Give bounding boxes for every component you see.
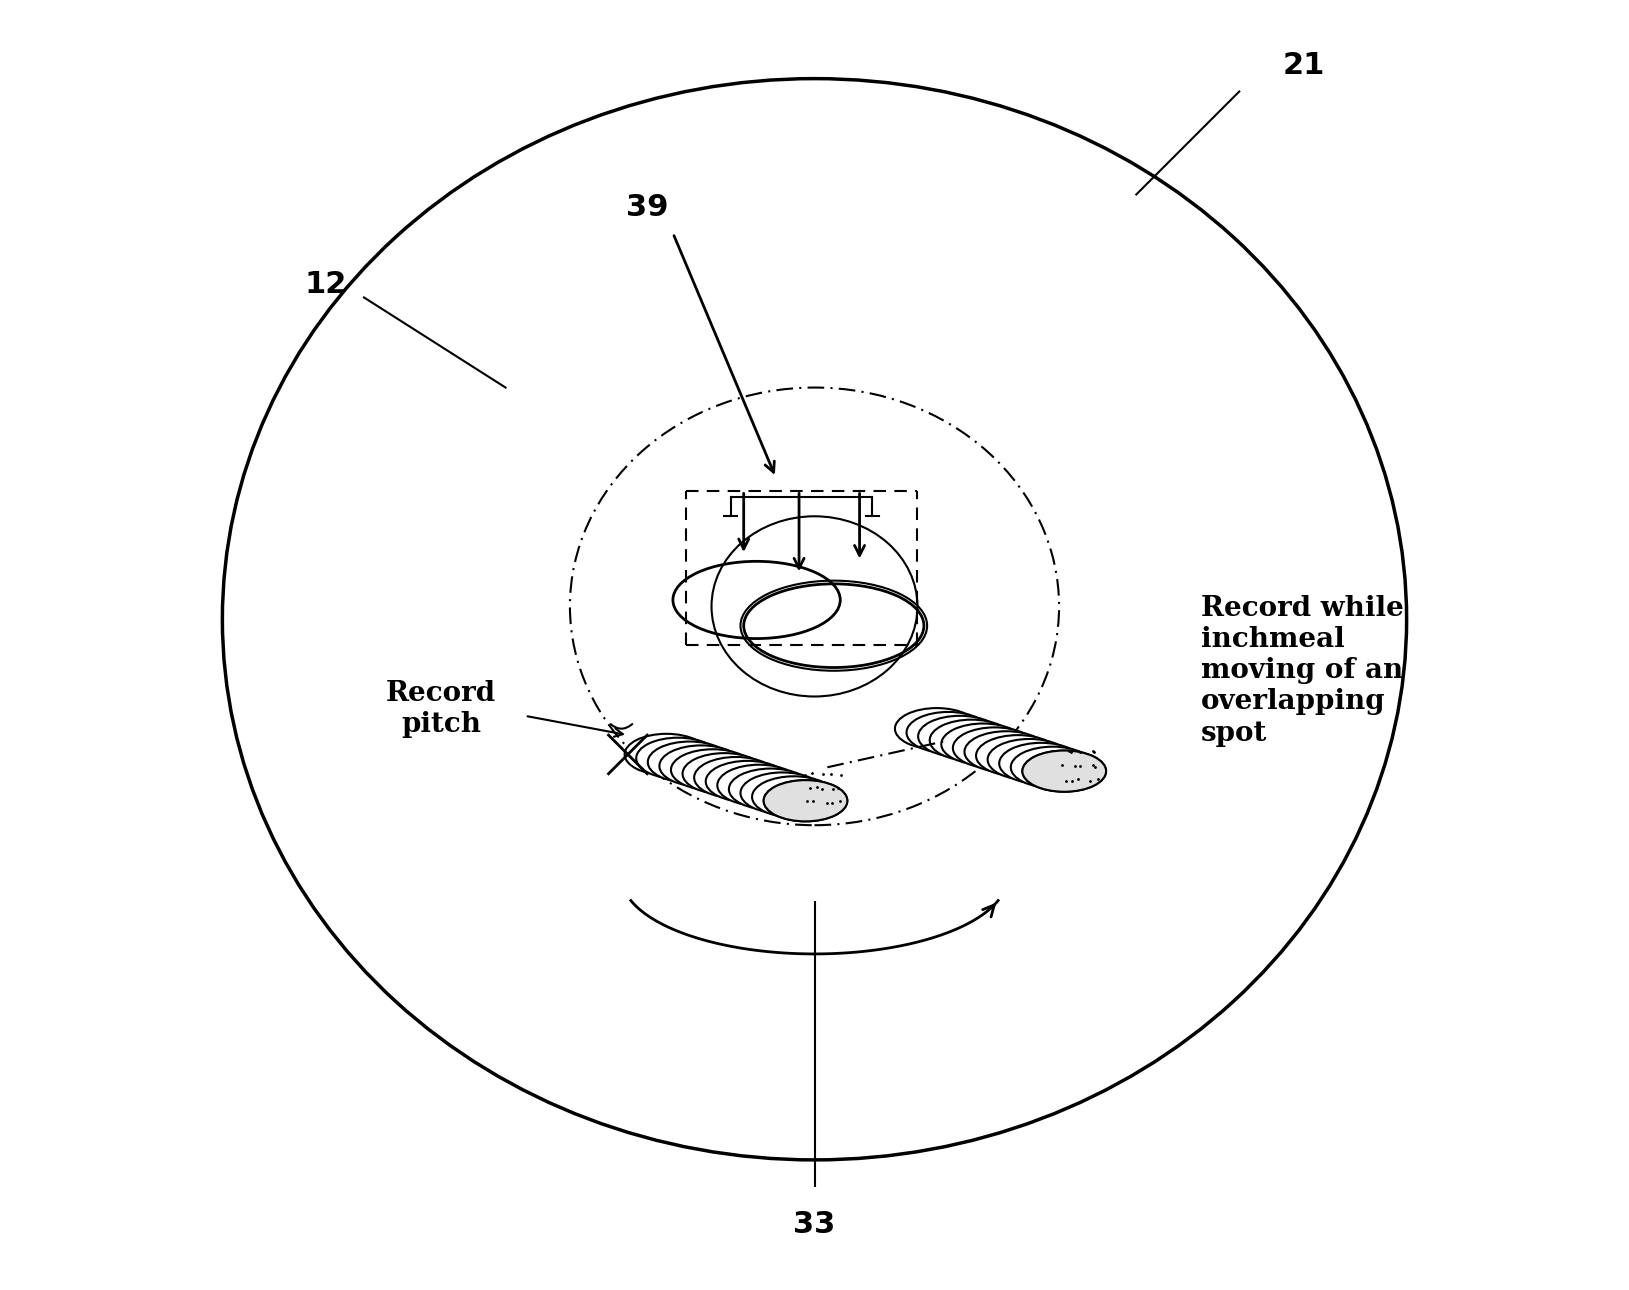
Ellipse shape [976, 735, 1060, 777]
Text: 33: 33 [793, 1210, 836, 1238]
Ellipse shape [660, 746, 743, 787]
Ellipse shape [728, 769, 813, 810]
Text: Record
pitch: Record pitch [386, 680, 497, 738]
Ellipse shape [906, 712, 990, 753]
Ellipse shape [671, 749, 754, 791]
Ellipse shape [942, 724, 1025, 765]
Ellipse shape [999, 743, 1083, 784]
Ellipse shape [683, 753, 766, 795]
Ellipse shape [1023, 751, 1106, 792]
Text: Record while
inchmeal
moving of an
overlapping
spot: Record while inchmeal moving of an overl… [1201, 595, 1404, 747]
Text: 21: 21 [1282, 52, 1324, 80]
Ellipse shape [741, 773, 824, 814]
Ellipse shape [637, 738, 720, 779]
Ellipse shape [919, 716, 1002, 757]
Text: 12: 12 [305, 270, 347, 299]
Ellipse shape [894, 708, 979, 749]
Ellipse shape [705, 761, 790, 802]
Ellipse shape [987, 739, 1072, 780]
Ellipse shape [964, 731, 1047, 773]
Ellipse shape [764, 780, 847, 822]
Ellipse shape [648, 742, 731, 783]
Ellipse shape [694, 757, 777, 799]
Ellipse shape [953, 728, 1036, 769]
Ellipse shape [1012, 747, 1095, 788]
Ellipse shape [753, 777, 836, 818]
Ellipse shape [624, 734, 709, 775]
Ellipse shape [717, 765, 801, 806]
Ellipse shape [764, 780, 847, 822]
Ellipse shape [930, 720, 1013, 761]
Ellipse shape [1023, 751, 1106, 792]
FancyArrowPatch shape [611, 724, 632, 729]
Text: 39: 39 [626, 192, 668, 222]
